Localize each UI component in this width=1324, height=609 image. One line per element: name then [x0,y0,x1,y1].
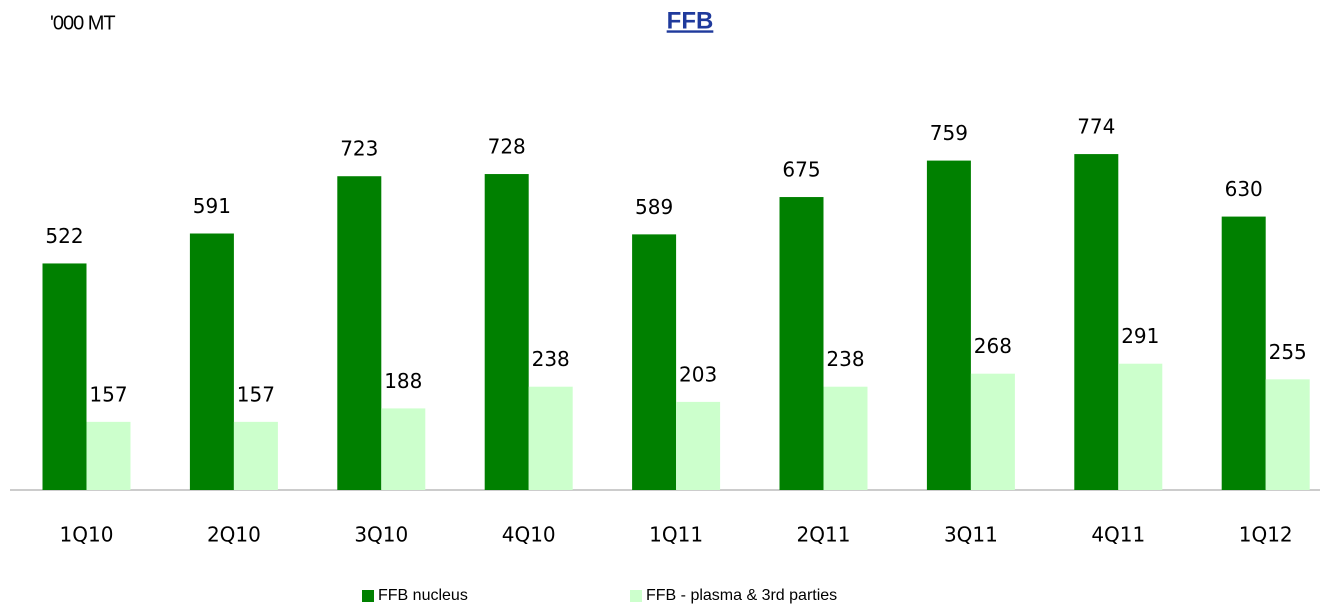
data-label: 774 [1077,115,1115,139]
data-label: 759 [930,121,968,145]
bar [1221,216,1266,490]
data-label: 723 [340,137,378,161]
data-label: 268 [974,334,1012,358]
bar [381,408,426,490]
bar [926,160,971,490]
x-tick-label: 1Q10 [60,523,114,547]
x-tick-label: 3Q11 [944,523,998,547]
bar [1265,379,1310,490]
x-tick-label: 2Q11 [797,523,851,547]
data-label: 630 [1225,177,1263,201]
data-label: 255 [1269,340,1307,364]
bar [337,176,382,490]
legend-swatch [362,590,374,602]
data-label: 203 [679,362,717,386]
x-tick-label: 1Q12 [1239,523,1293,547]
bar [233,421,278,490]
bar [528,386,573,490]
data-label: 591 [193,194,231,218]
data-label: 188 [384,369,422,393]
data-label: 157 [237,382,275,406]
data-label: 728 [488,135,526,159]
bar [779,197,824,491]
chart-title: FFB [667,7,714,34]
data-label: 589 [635,195,673,219]
x-tick-label: 3Q10 [354,523,408,547]
data-label: 238 [532,347,570,371]
y-label: '000 MT [50,12,115,34]
bar [632,234,677,490]
data-label: 157 [89,382,127,406]
data-label: 675 [782,158,820,182]
bar [189,233,234,491]
bar [484,174,529,490]
x-tick-label: 4Q10 [502,523,556,547]
bar [1074,154,1119,491]
bar [823,386,868,490]
bar [676,401,721,490]
x-tick-label: 1Q11 [649,523,703,547]
bar [970,373,1015,490]
data-label: 291 [1121,324,1159,348]
legend-swatch [630,590,642,602]
data-label: 522 [45,224,83,248]
x-tick-label: 4Q11 [1091,523,1145,547]
legend-label: FFB nucleus [378,587,468,604]
bar [86,421,131,490]
data-label: 238 [826,347,864,371]
bar [1118,363,1163,490]
legend-label: FFB - plasma & 3rd parties [646,587,837,604]
x-tick-label: 2Q10 [207,523,261,547]
bar [42,263,87,490]
